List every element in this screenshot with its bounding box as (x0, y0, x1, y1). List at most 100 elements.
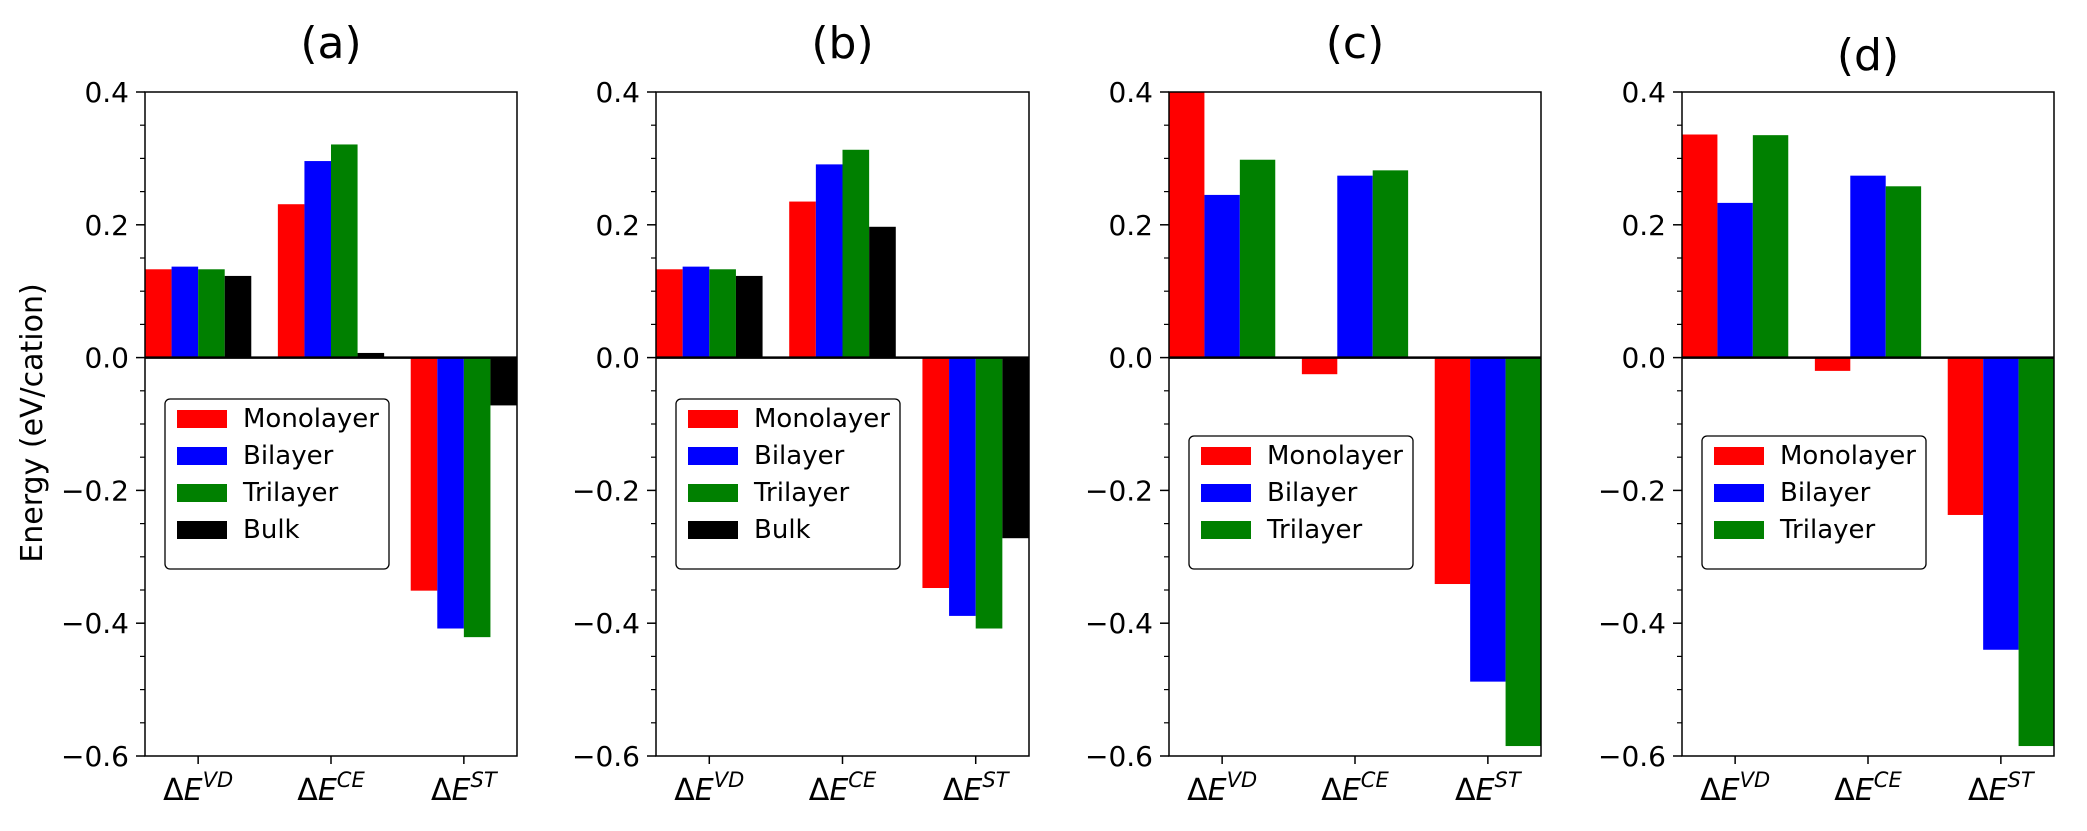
bar-bilayer-vd (1717, 202, 1753, 358)
bar-monolayer-st (1434, 357, 1471, 585)
y-tick-label: 0.0 (84, 342, 129, 375)
bar-monolayer-vd (1682, 134, 1718, 358)
panel-c: 0.4 0.2 0.0 −0.2 −0.4 −0.6 ΔEVD ΔECE ΔEST (c) Mono… (1085, 18, 1542, 808)
bar-monolayer-vd (1169, 92, 1205, 358)
y-tick-label: −0.6 (572, 740, 640, 773)
legend-swatch-bulk (688, 521, 738, 539)
legend: Monolayer Bilayer Trilayer (1701, 435, 1927, 570)
y-tick-label: −0.2 (1598, 474, 1666, 507)
bar-trilayer-st (2018, 357, 2054, 747)
legend-swatch-bilayer (177, 447, 227, 465)
y-tick-label: −0.4 (61, 607, 129, 640)
bar-trilayer-vd (709, 269, 736, 358)
x-tick-label: ΔEST (943, 768, 1011, 808)
y-tick-label: 0.2 (1621, 209, 1666, 242)
x-tick-label: ΔECE (1321, 768, 1389, 808)
y-tick-label: −0.4 (572, 607, 640, 640)
bar-bilayer-ce (1850, 175, 1886, 358)
y-tick-label: 0.2 (595, 209, 640, 242)
bar-trilayer-st (463, 357, 491, 638)
legend-swatch-monolayer (688, 410, 738, 428)
bar-monolayer-ce (1814, 357, 1851, 371)
panel-title: (b) (811, 18, 873, 69)
y-tick-label: −0.2 (572, 474, 640, 507)
bar-bulk-ce (357, 352, 385, 358)
legend-swatch-trilayer (177, 484, 227, 502)
bar-trilayer-st (975, 357, 1003, 629)
bar-trilayer-vd (198, 269, 225, 358)
panel-title: (c) (1326, 18, 1385, 69)
bar-bilayer-ce (1337, 175, 1373, 358)
legend-label-bulk: Bulk (754, 515, 811, 545)
bar-trilayer-st (1505, 357, 1541, 747)
legend-swatch-monolayer (1201, 447, 1251, 465)
legend-swatch-trilayer (1201, 521, 1251, 539)
bar-monolayer-vd (656, 269, 683, 358)
y-tick-label: −0.6 (1085, 740, 1153, 773)
y-tick-label: 0.0 (595, 342, 640, 375)
bar-trilayer-ce (331, 144, 358, 358)
bar-bilayer-vd (682, 266, 710, 358)
bar-bilayer-vd (171, 266, 199, 358)
y-tick-label: 0.0 (1108, 342, 1153, 375)
legend-swatch-monolayer (1714, 447, 1764, 465)
bar-trilayer-vd (1752, 135, 1789, 358)
y-tick-label: −0.4 (1085, 607, 1153, 640)
bar-bulk-st (1002, 357, 1029, 539)
legend-label-trilayer: Trilayer (753, 478, 850, 508)
y-tick-label: 0.4 (84, 76, 129, 109)
bar-bilayer-st (437, 357, 464, 629)
panel-title: (d) (1837, 30, 1899, 81)
x-tick-label: ΔEVD (674, 768, 744, 808)
legend-label-trilayer: Trilayer (242, 478, 339, 508)
bar-monolayer-ce (277, 204, 305, 358)
bar-bulk-vd (224, 275, 252, 358)
legend-label-bilayer: Bilayer (1780, 478, 1871, 508)
bar-trilayer-vd (1239, 159, 1276, 358)
bar-bilayer-st (949, 357, 976, 616)
bar-bilayer-ce (815, 164, 843, 358)
legend-label-monolayer: Monolayer (1267, 441, 1403, 471)
x-tick-label: ΔEVD (163, 768, 233, 808)
legend-swatch-bilayer (1714, 484, 1764, 502)
legend-swatch-bilayer (1201, 484, 1251, 502)
bar-monolayer-ce (1301, 357, 1338, 375)
legend-swatch-trilayer (1714, 521, 1764, 539)
legend-label-bilayer: Bilayer (243, 441, 334, 471)
panel-title: (a) (300, 18, 361, 69)
y-tick-label: 0.4 (1621, 76, 1666, 109)
y-tick-label: 0.4 (1108, 76, 1153, 109)
panel-b: 0.4 0.2 0.0 −0.2 −0.4 −0.6 ΔEVD ΔECE ΔEST (b) Mono… (572, 18, 1030, 808)
legend: Monolayer Bilayer Trilayer Bulk (164, 398, 390, 570)
bar-monolayer-st (922, 357, 950, 589)
x-tick-label: ΔECE (297, 768, 365, 808)
legend-swatch-monolayer (177, 410, 227, 428)
legend-label-trilayer: Trilayer (1779, 515, 1876, 545)
legend-label-bilayer: Bilayer (754, 441, 845, 471)
y-tick-label: −0.4 (1598, 607, 1666, 640)
bar-trilayer-ce (1372, 170, 1409, 358)
legend-label-monolayer: Monolayer (754, 404, 890, 434)
y-tick-label: 0.2 (84, 209, 129, 242)
bar-bilayer-st (1470, 357, 1506, 682)
x-tick-label: ΔECE (1834, 768, 1902, 808)
panel-a: 0.4 0.2 0.0 −0.2 −0.4 −0.6 ΔEVD ΔECE ΔEST (a) Mono… (61, 18, 518, 808)
x-tick-label: ΔEST (431, 768, 499, 808)
bar-monolayer-ce (789, 201, 816, 358)
y-tick-label: −0.2 (61, 474, 129, 507)
x-tick-label: ΔEST (1968, 768, 2036, 808)
bar-bulk-st (490, 357, 517, 406)
y-tick-label: 0.2 (1108, 209, 1153, 242)
legend-swatch-bilayer (688, 447, 738, 465)
x-tick-label: ΔEVD (1187, 768, 1257, 808)
legend-label-bulk: Bulk (243, 515, 300, 545)
panel-d: 0.4 0.2 0.0 −0.2 −0.4 −0.6 ΔEVD ΔECE ΔEST (d) Mono… (1598, 30, 2055, 808)
legend-swatch-trilayer (688, 484, 738, 502)
bar-monolayer-vd (145, 269, 172, 358)
legend-label-monolayer: Monolayer (243, 404, 379, 434)
x-tick-label: ΔEST (1455, 768, 1523, 808)
bar-bilayer-ce (304, 161, 331, 358)
bar-bulk-vd (735, 275, 763, 358)
x-tick-label: ΔEVD (1700, 768, 1770, 808)
